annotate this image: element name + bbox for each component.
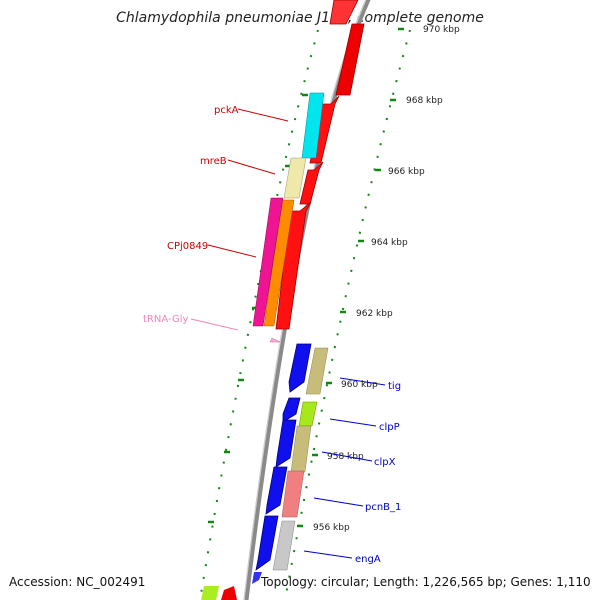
accession-text: Accession: NC_002491	[9, 575, 146, 589]
gene-clpP-green	[298, 401, 318, 427]
leader-clpX	[321, 451, 373, 462]
label-tig: tig	[388, 381, 401, 392]
label-CPj0849: CPj0849	[167, 241, 208, 252]
label-engA: engA	[355, 554, 381, 565]
leader-pcnB_1	[313, 497, 364, 507]
leader-engA	[303, 550, 353, 559]
gene-engA-gray	[272, 520, 296, 571]
leader-clpP	[329, 418, 377, 427]
gene-small-blue	[252, 572, 262, 584]
tick-label: 958 kbp	[327, 452, 364, 462]
label-mreB: mreB	[200, 156, 227, 167]
tick-label: 968 kbp	[406, 96, 443, 106]
gene-red-1	[335, 23, 365, 96]
gene-bottom-red	[221, 586, 237, 600]
gene-mreB	[283, 157, 307, 199]
gene-engA	[255, 515, 279, 571]
gene-pcnB_1-salmon	[281, 470, 305, 518]
map-title: Chlamydophila pneumoniae J138, complete …	[116, 10, 484, 26]
gene-CPj0849-orange	[263, 199, 295, 327]
label-clpX: clpX	[374, 457, 396, 468]
label-pcnB_1: pcnB_1	[365, 502, 401, 513]
callout-lines	[190, 108, 386, 559]
tick-label: 966 kbp	[388, 167, 425, 177]
gene-red-2	[329, 0, 359, 25]
tick-label: 962 kbp	[356, 309, 393, 319]
leader-tRNA-Gly	[190, 318, 239, 331]
label-pckA: pckA	[214, 105, 239, 116]
tick-label: 964 kbp	[371, 238, 408, 248]
leader-CPj0849	[207, 244, 257, 258]
tick-label: 960 kbp	[341, 380, 378, 390]
gene-pckA	[301, 92, 325, 159]
tick-label: 956 kbp	[313, 523, 350, 533]
gene-tig	[288, 343, 312, 393]
tick-label: 970 kbp	[423, 25, 460, 35]
gene-clpX-olive	[290, 425, 312, 473]
leader-mreB	[227, 159, 276, 175]
inner-dotted-ring	[199, 29, 319, 600]
gene-tig-olive	[305, 347, 329, 395]
gene-CPj0849	[252, 197, 284, 327]
gene-clpP	[282, 397, 301, 423]
leader-pckA	[237, 108, 289, 122]
label-clpP: clpP	[379, 422, 400, 433]
reverse-strand-genes	[201, 343, 329, 600]
annotated-genes	[252, 92, 325, 343]
gene-pcnB_1	[265, 466, 288, 515]
gene-tRNA-Gly	[269, 337, 281, 343]
gene-bottom-green	[201, 586, 219, 600]
topology-text: Topology: circular; Length: 1,226,565 bp…	[261, 575, 591, 589]
leader-tig	[339, 377, 386, 386]
label-tRNA-Gly: tRNA-Gly	[143, 314, 188, 325]
outer-dotted-ring	[284, 29, 411, 600]
major-ticks	[297, 27, 404, 528]
forward-strand-genes	[275, 0, 365, 330]
gene-clpX	[275, 419, 297, 468]
